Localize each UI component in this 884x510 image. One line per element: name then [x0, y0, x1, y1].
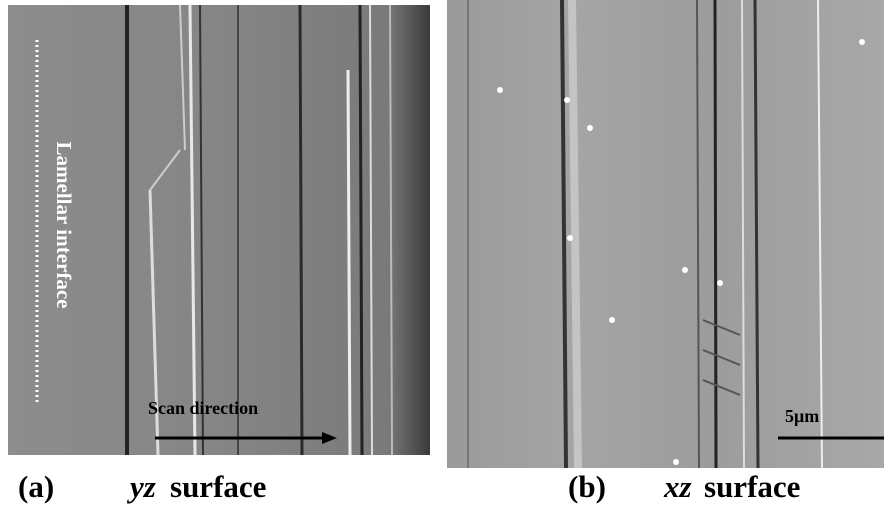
panel-b-image: [447, 0, 884, 469]
vertical-label: Lamellar interface: [52, 142, 76, 309]
caption: surface: [704, 469, 800, 504]
caption-italic: xz: [663, 469, 692, 504]
panel-label: (a): [18, 469, 54, 504]
caption-italic: yz: [126, 469, 156, 504]
panel-a-image: [8, 4, 430, 456]
arrow-head: [322, 432, 337, 444]
caption: surface: [170, 469, 266, 504]
arrow-label: Scan direction: [148, 398, 258, 418]
panel-label: (b): [568, 469, 606, 504]
scale-bar-label: 5μm: [785, 406, 819, 426]
